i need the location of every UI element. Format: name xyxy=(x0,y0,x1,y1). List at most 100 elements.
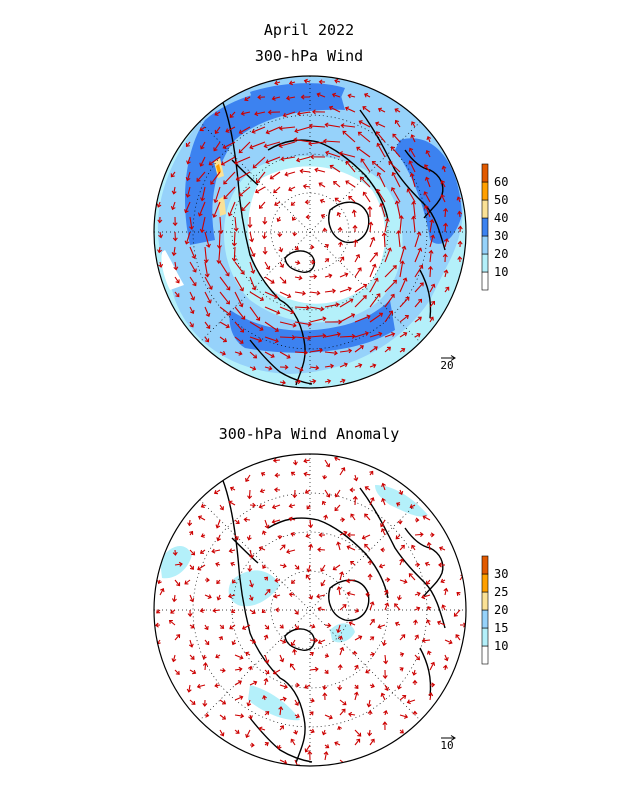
wind-vector xyxy=(391,146,401,158)
wind-vector-head xyxy=(266,588,271,593)
wind-vector-head xyxy=(253,680,258,686)
wind-vector xyxy=(339,152,356,158)
wind-vector-head xyxy=(187,522,193,527)
wind-vector-head xyxy=(397,520,403,525)
wind-vector xyxy=(219,699,226,705)
wind-vector-head xyxy=(272,670,278,675)
wind-vector xyxy=(272,504,281,509)
wind-vector xyxy=(375,122,386,128)
wind-vector-head xyxy=(281,380,286,386)
wind-vector xyxy=(189,639,193,648)
wind-vector-head xyxy=(264,742,269,747)
wind-vector xyxy=(423,515,431,521)
wind-vector-head xyxy=(303,78,308,84)
wind-vector xyxy=(254,111,266,115)
wind-vector-head xyxy=(308,524,314,529)
wind-vector-head xyxy=(244,96,249,102)
wind-vector xyxy=(189,699,196,705)
wind-vector xyxy=(185,231,191,244)
wind-vector-head xyxy=(319,198,324,204)
colorbar-label: 10 xyxy=(494,639,508,653)
wind-vector-head xyxy=(381,232,387,237)
wind-vector-head xyxy=(216,580,221,585)
wind-vector-head xyxy=(232,579,237,584)
wind-vector xyxy=(294,336,311,340)
wind-vector xyxy=(217,534,221,541)
wind-vector xyxy=(425,205,431,218)
wind-vector xyxy=(259,504,266,508)
wind-vector-head xyxy=(372,263,377,268)
wind-vector xyxy=(444,588,447,596)
wind-vector xyxy=(429,301,435,308)
wind-vector xyxy=(241,201,251,211)
wind-vector-head xyxy=(304,350,308,356)
wind-vector xyxy=(309,519,312,528)
wind-vector xyxy=(249,276,256,290)
wind-vector xyxy=(348,94,356,98)
wind-vector-head xyxy=(225,128,230,133)
coast-europe-2 xyxy=(404,527,444,597)
wind-vector xyxy=(414,634,419,641)
wind-vector-head xyxy=(278,248,284,253)
wind-vector xyxy=(234,519,240,524)
wind-vector-head xyxy=(340,123,345,129)
wind-vector xyxy=(229,624,236,630)
wind-vector xyxy=(354,254,360,263)
wind-vector-head xyxy=(175,293,180,298)
wind-vector-head xyxy=(261,530,267,535)
wind-vector-head xyxy=(428,249,434,254)
wind-vector xyxy=(279,684,288,688)
wind-vector-head xyxy=(348,621,353,626)
wind-vector xyxy=(174,563,183,566)
wind-vector-head xyxy=(285,95,291,101)
wind-vector-head xyxy=(341,517,346,523)
wind-vector xyxy=(369,619,375,626)
wind-vector xyxy=(444,223,447,233)
wind-vector xyxy=(369,264,376,278)
wind-vector-head xyxy=(192,282,197,287)
wind-vector-head xyxy=(345,160,350,165)
wind-vector-head xyxy=(239,287,244,292)
wind-vector xyxy=(201,186,206,201)
wind-vector-head xyxy=(259,488,264,494)
wind-vector-head xyxy=(416,606,421,611)
wind-vector xyxy=(309,380,316,383)
wind-vector xyxy=(414,282,424,293)
wind-vector-head xyxy=(185,143,190,148)
wind-vector-head xyxy=(221,351,226,356)
wind-vector xyxy=(184,579,191,585)
wind-vector xyxy=(218,246,221,264)
wind-vector xyxy=(429,692,432,701)
wind-vector xyxy=(347,546,356,551)
wind-vector xyxy=(294,306,309,309)
wind-vector-head xyxy=(317,547,322,553)
wind-vector-head xyxy=(282,696,287,702)
wind-vector xyxy=(189,549,195,556)
wind-vector-head xyxy=(383,660,389,665)
wind-vector xyxy=(395,120,401,128)
wind-vector-head xyxy=(190,624,195,629)
wind-vector-head xyxy=(336,586,342,591)
wind-vector-head xyxy=(353,477,359,482)
wind-vector xyxy=(339,708,346,716)
wind-vector-head xyxy=(367,710,373,715)
wind-vector-head xyxy=(288,503,293,509)
band-50-60 xyxy=(216,164,221,173)
anomaly-reference-vector: 10 xyxy=(440,735,456,752)
wind-vector-head xyxy=(231,641,237,646)
wind-vector-head xyxy=(333,350,338,356)
wind-vector xyxy=(399,246,406,263)
wind-vector xyxy=(189,246,196,259)
wind-vector xyxy=(358,131,371,143)
wind-vector-head xyxy=(206,577,210,583)
wind-vector xyxy=(324,303,339,308)
wind-vector-head xyxy=(185,176,191,182)
wind-vector xyxy=(347,592,356,596)
colorbar-box xyxy=(481,271,489,291)
wind-vector xyxy=(279,698,287,701)
wind-vector xyxy=(266,156,281,164)
wind-vector xyxy=(279,759,287,764)
wind-vector-head xyxy=(346,532,351,538)
wind-vector-head xyxy=(344,272,349,277)
wind-vector xyxy=(337,624,341,633)
